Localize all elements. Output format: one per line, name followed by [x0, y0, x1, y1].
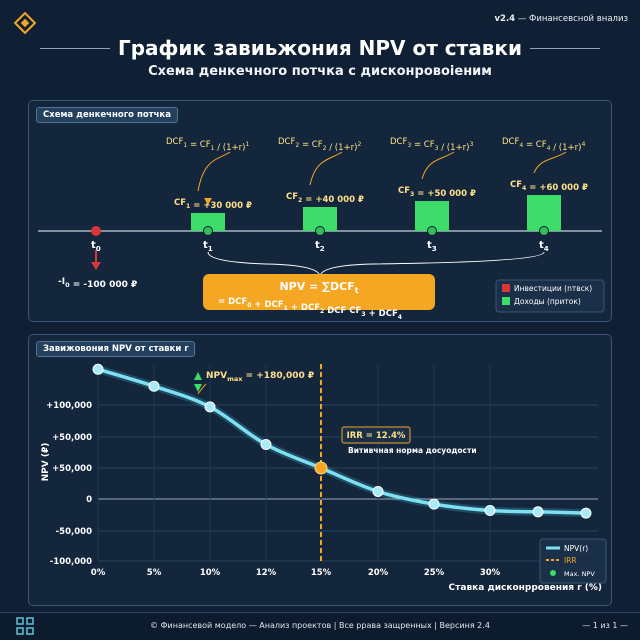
x-tick-label-2: 10%: [200, 568, 221, 578]
discount-arrow-4: [533, 151, 567, 174]
cashflow-legend: [495, 279, 605, 313]
dcf-formula-1: DCF1 = CF1 / (1+r)1: [166, 137, 249, 153]
x-tick-label-1: 5%: [147, 568, 162, 578]
irr-label: IRR = 12.4%: [347, 431, 406, 441]
cf-label-1: CF1 = +30 000 ₽: [174, 198, 252, 211]
time-label-t2: t2: [315, 240, 325, 253]
footer-copyright: © Финансевой моделo — Анализ проектов | …: [150, 621, 490, 630]
cf-label-2: CF2 = +40 000 ₽: [286, 192, 364, 205]
title-rule-right: [530, 48, 600, 49]
irr-label-box: [341, 426, 411, 444]
inflow-marker-4: [539, 226, 549, 236]
npv-point-0: [92, 363, 104, 375]
npv-max-down-arrow: [194, 384, 202, 392]
irr-note: Витивчная норма досуодости: [348, 446, 477, 455]
npv-curve: [96, 367, 588, 515]
npv-formula-main: NPV = ∑DCFt: [279, 280, 358, 295]
y-tick-label-1: +50,000: [52, 433, 92, 443]
npv-max-up-arrow: [194, 372, 202, 380]
page-title: График завиьжония NPV от ставки: [118, 36, 522, 60]
npv-point-7: [484, 505, 496, 517]
npv-chart: +100,000 +50,000 +50,000 0 -50,000 -100,0000%…: [41, 363, 607, 593]
time-label-t0: t0: [91, 240, 101, 253]
dcf-formula-3: DCF3 = CF3 / (1+r)3: [390, 137, 473, 153]
x-tick-label-3: 12%: [256, 568, 277, 578]
cashflow-tag: Схема денкечного потчка: [36, 107, 178, 123]
page-subtitle: Схема денкечного потчка с дисконровоіени…: [148, 64, 492, 79]
cf-label-3: CF3 = +50 000 ₽: [398, 186, 476, 199]
x-axis-label: Ставка дисконрровения r (%): [449, 583, 602, 593]
legend-irr-label: IRR: [564, 556, 577, 565]
npv-max-pointer: [197, 383, 207, 395]
y-tick-label-5: -100,000: [50, 557, 92, 567]
time-label-t1: t1: [203, 240, 213, 253]
title-rule-left: [40, 48, 110, 49]
inflow-bar-4: [527, 195, 561, 231]
npv-point-9: [580, 507, 592, 519]
legend-npv-label: NPV(r): [564, 544, 588, 553]
cashflow-diagram: -I0 = -100 000 ₽ t0 t1 t2 t3 t4 CF1 = +30 000 …: [38, 137, 605, 321]
legend-max-label: Max. NPV: [564, 570, 595, 578]
legend-swatch-1: [502, 297, 510, 305]
legend-swatch-0: [502, 284, 510, 292]
npv-point-4: [314, 461, 328, 475]
cf-label-4: CF4 = +60 000 ₽: [510, 180, 588, 193]
npv-point-8: [532, 506, 544, 518]
discount-arrow-3: [421, 151, 455, 180]
y-tick-label-2: +50,000: [52, 464, 92, 474]
x-tick-label-6: 25%: [424, 568, 445, 578]
chart-legend: [539, 538, 607, 584]
logo-diamond-icon: [14, 12, 36, 34]
y-axis-label: NPV (₽): [41, 443, 51, 482]
npv-point-3: [260, 438, 272, 450]
footer-page-indicator[interactable]: — 1 из 1 —: [582, 621, 628, 630]
npv-max-label: NPVmax = +180,000 ₽: [206, 371, 314, 383]
inflow-bar-1: [191, 213, 225, 231]
npv-point-6: [428, 498, 440, 510]
inflow-marker-2: [315, 226, 325, 236]
x-tick-label-7: 30%: [480, 568, 501, 578]
x-tick-label-0: 0%: [91, 568, 106, 578]
y-tick-label-0: +100,000: [46, 401, 92, 411]
y-tick-label-4: -50,000: [56, 527, 92, 537]
npv-formula-box: [203, 274, 435, 310]
npv-point-2: [204, 401, 216, 413]
legend-label-1: Доходы (притoк): [514, 297, 581, 306]
npv-brace: [207, 251, 545, 277]
footer: © Финансевой моделo — Анализ проектов | …: [0, 612, 640, 640]
y-tick-label-3: 0: [86, 495, 92, 505]
dcf-formula-2: DCF2 = CF2 / (1+r)2: [278, 137, 361, 153]
investment-arrow-head: [91, 262, 101, 270]
npv-formula-expanded: = DCF0 + DCF1 + DCF2 DCF CF3 + DCF4: [218, 297, 402, 321]
initial-investment-label: -I0 = -100 000 ₽: [58, 277, 137, 290]
chart-tag: Завижовония NPV от ставки r: [36, 341, 196, 357]
time-label-t3: t3: [427, 240, 437, 253]
inflow-marker-1: [203, 226, 213, 236]
grid-icon[interactable]: [16, 617, 34, 635]
dcf-formula-4: DCF4 = CF4 / (1+r)4: [502, 137, 585, 153]
npv-point-5: [372, 485, 384, 497]
investment-marker: [91, 226, 101, 236]
time-label-t4: t4: [539, 240, 549, 253]
npv-point-1: [148, 380, 160, 392]
x-tick-label-4: 15%: [311, 568, 332, 578]
x-tick-label-5: 20%: [368, 568, 389, 578]
discount-arrow-2: [309, 151, 343, 186]
legend-label-0: Инвестиции (nтвск): [514, 284, 592, 293]
inflow-marker-3: [427, 226, 437, 236]
version-label: v2.4 — Финансевсной внализ: [494, 14, 629, 24]
legend-max-dot: [550, 570, 556, 576]
discount-arrow-1: [197, 151, 231, 192]
cf1-down-arrow: [204, 198, 212, 205]
